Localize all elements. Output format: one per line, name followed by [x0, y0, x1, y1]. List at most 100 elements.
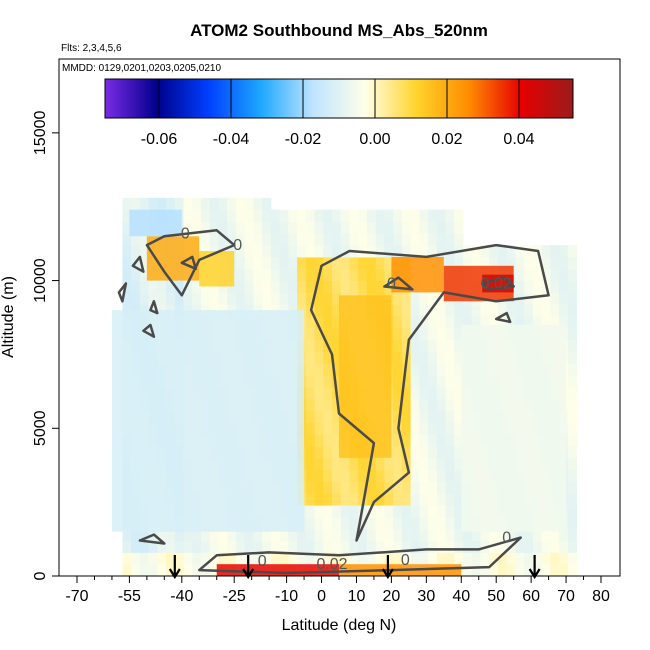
field-cell	[454, 505, 464, 518]
field-cell	[550, 268, 560, 282]
field-cell	[391, 256, 444, 293]
field-cell	[122, 209, 132, 222]
field-cell	[279, 528, 289, 542]
field-cell	[349, 280, 359, 293]
field-cell	[340, 505, 350, 518]
field-cell	[139, 268, 150, 282]
field-cell	[166, 540, 176, 553]
y-tick-label: 15000	[32, 111, 49, 156]
field-cell	[436, 221, 447, 234]
field-cell	[332, 256, 342, 270]
field-cell	[419, 457, 429, 471]
field-cell	[445, 245, 455, 258]
field-cell	[209, 528, 219, 542]
field-cell	[209, 540, 219, 553]
field-cell	[253, 552, 263, 565]
field-cell	[288, 280, 298, 293]
field-cell	[148, 552, 158, 565]
field-cell	[445, 304, 455, 317]
field-cell	[393, 469, 403, 482]
field-cell	[305, 351, 316, 364]
field-cell	[419, 481, 429, 494]
y-axis-label: Altitude (m)	[0, 276, 17, 358]
field-cell	[139, 564, 150, 576]
field-cell	[201, 552, 211, 565]
field-cell	[436, 410, 447, 423]
field-cell	[384, 505, 394, 518]
contour-line	[149, 300, 159, 315]
field-cell	[428, 339, 438, 352]
field-cell	[288, 221, 298, 234]
field-cell	[541, 528, 551, 542]
field-cell	[305, 363, 316, 376]
field-cell	[401, 410, 412, 423]
field-cell	[235, 292, 246, 305]
field-cell	[332, 363, 342, 376]
field-cell	[428, 398, 438, 412]
field-cell	[393, 516, 403, 530]
flight-arrows	[168, 555, 541, 580]
field-cell	[532, 292, 543, 305]
y-tick-label: 0	[32, 571, 49, 580]
field-cell	[366, 221, 377, 234]
field-cell	[305, 434, 316, 447]
field-cell	[524, 540, 534, 553]
field-cell	[515, 316, 525, 329]
field-cell	[314, 304, 324, 317]
field-cell	[358, 552, 368, 565]
field-cell	[550, 292, 560, 305]
field-cell	[235, 268, 246, 282]
x-tick-label: -10	[275, 588, 298, 605]
x-tick-label: 30	[417, 588, 435, 605]
field-cell	[139, 552, 150, 565]
field-cell	[314, 434, 324, 447]
field-cell	[131, 540, 141, 553]
field-cell	[428, 363, 438, 376]
x-tick-label: 0	[317, 588, 326, 605]
field-cell	[314, 386, 324, 400]
contour-line	[180, 255, 198, 271]
field-cell	[375, 528, 385, 542]
field-cell	[314, 351, 324, 364]
field-cell	[358, 528, 368, 542]
field-cell	[288, 245, 298, 258]
field-cell	[305, 552, 316, 565]
field-cell	[122, 233, 132, 246]
field-cell	[401, 292, 412, 305]
field-cell	[349, 493, 359, 506]
field-cell	[410, 245, 420, 258]
field-cell	[192, 209, 202, 222]
field-cell	[288, 540, 298, 553]
field-cell	[384, 516, 394, 530]
field-cell	[323, 446, 333, 459]
field-cell	[375, 481, 385, 494]
field-cell	[393, 398, 403, 412]
field-cell	[393, 386, 403, 400]
field-cell	[497, 256, 508, 270]
field-cell	[410, 528, 420, 542]
field-cell	[139, 540, 150, 553]
field-cell	[410, 398, 420, 412]
field-cell	[480, 245, 490, 258]
field-cell	[445, 375, 455, 388]
field-cell	[393, 316, 403, 329]
contour-line	[145, 229, 236, 297]
field-cell	[393, 327, 403, 341]
field-cell	[375, 280, 385, 293]
field-cell	[410, 434, 420, 447]
field-cell	[192, 292, 202, 305]
field-cell	[436, 540, 447, 553]
field-cell	[393, 375, 403, 388]
field-cell	[332, 327, 342, 341]
flight-arrow-head	[242, 568, 255, 580]
field-cell	[454, 363, 464, 376]
field-cell	[349, 481, 359, 494]
colorbar-ticks: -0.06 -0.04 -0.02 0.00 0.02 0.04	[141, 79, 535, 148]
y-axis: 0 5000 10000 15000	[32, 111, 59, 580]
field-cell	[419, 505, 429, 518]
field-cell	[332, 304, 342, 317]
field-cell	[323, 540, 333, 553]
field-cell	[314, 221, 324, 234]
field-cell	[489, 564, 499, 576]
field-cell	[471, 245, 481, 258]
